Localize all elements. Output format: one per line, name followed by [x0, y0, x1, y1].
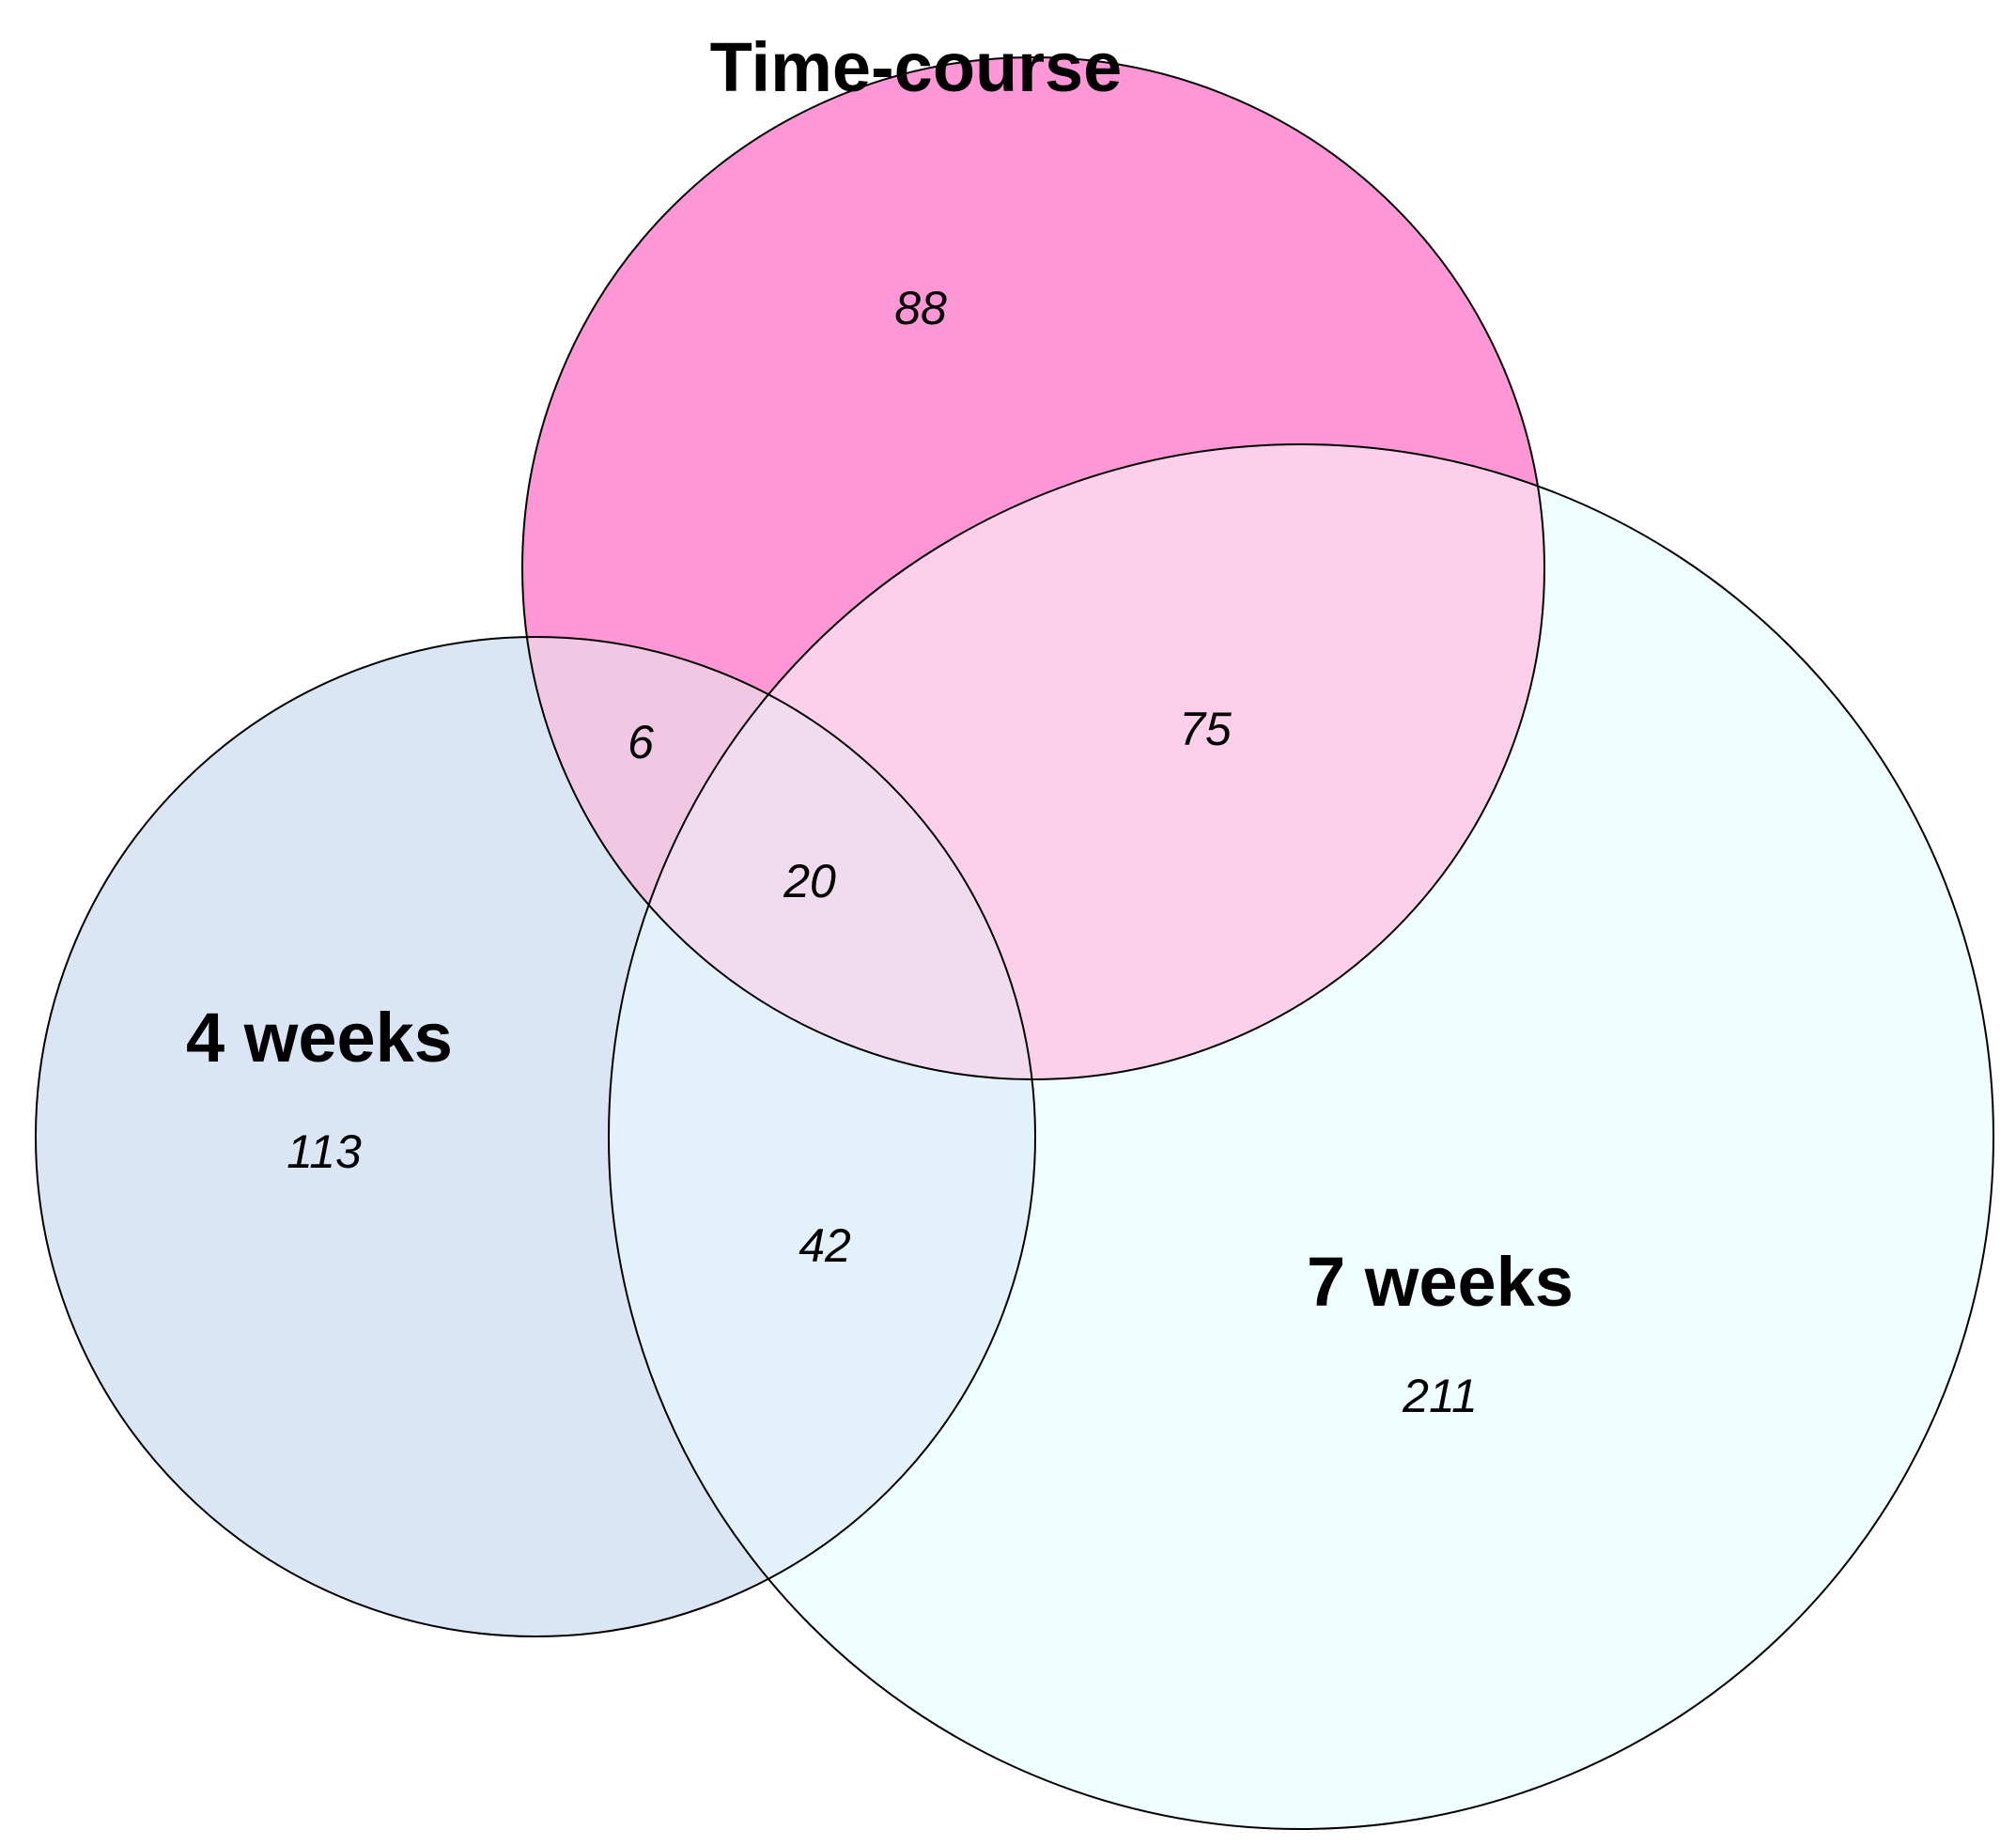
time-course-outline — [521, 56, 1545, 1080]
time-course-four-weeks-count: 6 — [628, 716, 654, 768]
four-weeks-outline — [35, 636, 1036, 1637]
four-weeks-seven-weeks-count: 42 — [799, 1219, 851, 1272]
time-course-only-count: 88 — [894, 282, 947, 334]
seven-weeks-outline — [608, 443, 1994, 1830]
all-three-count: 20 — [783, 855, 836, 907]
time-course-seven-weeks-count: 75 — [1179, 703, 1232, 755]
triple-overlap — [609, 637, 1035, 1079]
four-weeks-only-count: 113 — [287, 1125, 362, 1178]
four-weeks-label: 4 weeks — [186, 999, 453, 1077]
seven-weeks-label: 7 weeks — [1307, 1243, 1574, 1321]
seven-weeks-only-count: 211 — [1402, 1370, 1478, 1422]
time-course-label: Time-course — [710, 28, 1123, 106]
